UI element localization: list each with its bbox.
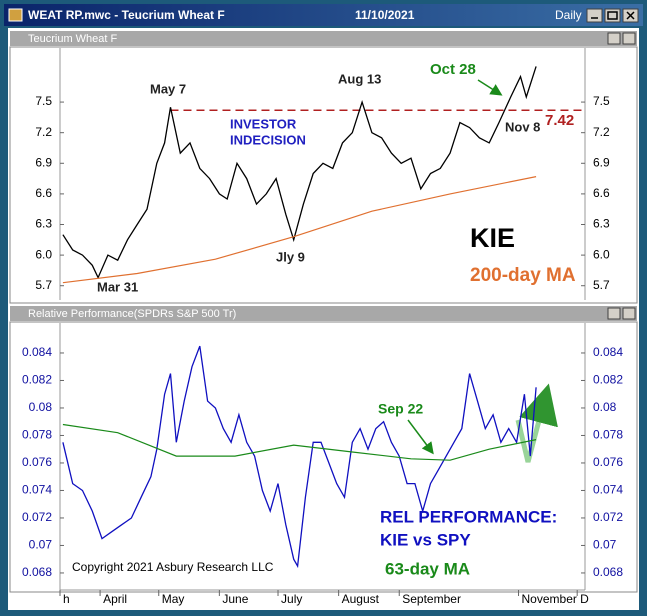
title-bar xyxy=(4,4,643,26)
y-tick-label: 5.7 xyxy=(35,278,52,292)
x-tick-label: May xyxy=(162,592,185,606)
y-tick-label: 0.08 xyxy=(593,400,617,414)
annotation: KIE vs SPY xyxy=(380,530,471,549)
panel-buttons[interactable] xyxy=(607,32,636,320)
x-tick-label: D xyxy=(580,592,589,606)
x-tick-label: June xyxy=(222,592,248,606)
annotation: Nov 8 xyxy=(505,119,540,134)
x-tick-label: August xyxy=(342,592,380,606)
annotation: INDECISION xyxy=(230,132,306,147)
series-line xyxy=(62,345,537,569)
y-tick-label: 0.078 xyxy=(593,428,623,442)
series-line xyxy=(62,423,537,461)
panel-title: Relative Performance(SPDRs S&P 500 Tr) xyxy=(28,308,236,320)
plot-area xyxy=(62,66,585,284)
y-tick-label: 0.08 xyxy=(29,400,53,414)
y-tick-label: 0.084 xyxy=(22,345,52,359)
y-tick-label: 6.0 xyxy=(35,247,52,261)
y-tick-label: 0.068 xyxy=(593,565,623,579)
annotation: Jly 9 xyxy=(276,249,305,264)
y-tick-label: 6.0 xyxy=(593,247,610,261)
legend-label: 200-day MA xyxy=(470,265,576,286)
x-tick-label: November xyxy=(522,592,577,606)
annotation: Mar 31 xyxy=(97,279,138,294)
y-tick-label: 0.082 xyxy=(22,373,52,387)
y-tick-label: 7.2 xyxy=(593,125,610,139)
panel-header xyxy=(10,31,637,46)
y-tick-label: 0.082 xyxy=(593,373,623,387)
y-tick-label: 6.6 xyxy=(593,186,610,200)
panel-border xyxy=(9,321,638,593)
window-buttons[interactable] xyxy=(586,8,639,23)
window-title: WEAT RP.mwc - Teucrium Wheat F xyxy=(28,8,225,22)
panel-border xyxy=(9,46,638,304)
y-tick-label: 5.7 xyxy=(593,278,610,292)
annotation: Sep 22 xyxy=(378,401,423,417)
y-tick-label: 0.074 xyxy=(22,483,52,497)
y-tick-label: 0.072 xyxy=(593,510,623,524)
y-tick-label: 0.072 xyxy=(22,510,52,524)
y-tick-label: 0.078 xyxy=(22,428,52,442)
y-tick-label: 7.5 xyxy=(593,94,610,108)
arrow xyxy=(407,419,434,455)
y-tick-label: 0.076 xyxy=(22,455,52,469)
y-tick-label: 0.07 xyxy=(593,538,617,552)
x-tick-label: h xyxy=(63,592,70,606)
y-tick-label: 0.076 xyxy=(593,455,623,469)
y-tick-label: 0.084 xyxy=(593,345,623,359)
y-tick-label: 7.2 xyxy=(35,125,52,139)
v-mark xyxy=(515,383,558,463)
y-tick-label: 7.5 xyxy=(35,94,52,108)
panel-button[interactable] xyxy=(622,307,636,320)
annotation: Aug 13 xyxy=(338,71,381,86)
panel-button[interactable] xyxy=(607,307,621,320)
window-period: Daily xyxy=(555,8,582,22)
y-tick-label: 6.6 xyxy=(35,186,52,200)
y-tick-label: 0.068 xyxy=(22,565,52,579)
button-glyphs xyxy=(591,11,635,20)
plot-area xyxy=(62,345,537,569)
arrow xyxy=(477,79,503,96)
panel-button[interactable] xyxy=(622,32,636,45)
panel-button[interactable] xyxy=(607,32,621,45)
app-icon xyxy=(8,8,23,22)
annotation: KIE xyxy=(470,223,515,253)
y-tick-label: 6.9 xyxy=(593,155,610,169)
y-tick-label: 6.3 xyxy=(35,217,52,231)
panel-title: Teucrium Wheat F xyxy=(28,33,118,45)
x-tick-label: September xyxy=(402,592,461,606)
window-date: 11/10/2021 xyxy=(355,8,415,22)
minimize-button[interactable] xyxy=(586,8,603,23)
reference-label: 7.42 xyxy=(545,112,574,129)
series-line xyxy=(62,66,537,280)
series-line xyxy=(62,176,537,284)
panel-header xyxy=(10,306,637,321)
legend-label: 63-day MA xyxy=(385,559,470,578)
annotation: INVESTOR xyxy=(230,116,297,131)
y-tick-label: 6.9 xyxy=(35,155,52,169)
annotation: Oct 28 xyxy=(430,61,476,78)
copyright: Copyright 2021 Asbury Research LLC xyxy=(72,560,274,574)
x-tick-label: April xyxy=(103,592,127,606)
legend-label: REL PERFORMANCE: xyxy=(380,507,557,526)
annotation: May 7 xyxy=(150,81,186,96)
x-tick-label: July xyxy=(281,592,302,606)
y-tick-label: 0.074 xyxy=(593,483,623,497)
y-tick-label: 6.3 xyxy=(593,217,610,231)
y-tick-label: 0.07 xyxy=(29,538,53,552)
